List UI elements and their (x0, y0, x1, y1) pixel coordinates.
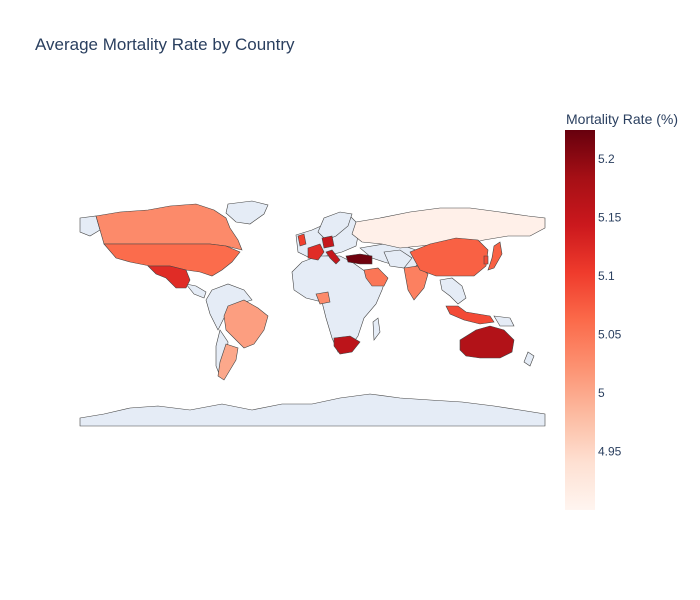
papua-new-guinea (493, 315, 515, 327)
country-italy[interactable] (325, 249, 341, 265)
country-argentina[interactable] (217, 343, 239, 381)
country-south-korea[interactable] (483, 255, 489, 265)
mongolia-central-asia (383, 249, 413, 269)
colorbar-tick-label: 4.95 (598, 445, 622, 459)
country-japan[interactable] (487, 241, 503, 271)
country-france[interactable] (307, 243, 325, 261)
chart-title: Average Mortality Rate by Country (35, 35, 295, 54)
country-germany[interactable] (321, 235, 335, 249)
madagascar (372, 317, 381, 341)
country-united-kingdom[interactable] (297, 233, 307, 247)
alaska (79, 215, 101, 237)
country-china[interactable] (409, 237, 489, 277)
country-mexico[interactable] (147, 265, 191, 289)
colorbar-tick-label: 5 (598, 386, 605, 400)
central-america (185, 283, 207, 299)
country-russia[interactable] (351, 207, 546, 249)
southeast-asia (439, 277, 467, 305)
country-canada[interactable] (95, 203, 243, 251)
colorbar-ticks: 4.95 5 5.05 5.1 5.15 5.2 (598, 152, 622, 458)
new-zealand (523, 351, 535, 367)
colorbar-tick-label: 5.15 (598, 211, 622, 225)
greenland (225, 200, 269, 225)
antarctica (79, 393, 546, 427)
country-south-africa[interactable] (333, 335, 361, 355)
country-saudi-arabia[interactable] (363, 267, 389, 287)
colorbar-tick-label: 5.05 (598, 328, 622, 342)
country-nigeria[interactable] (315, 291, 331, 305)
country-indonesia[interactable] (445, 305, 495, 325)
colorbar-tick-label: 5.2 (598, 152, 615, 166)
colorbar-tick-label: 5.1 (598, 269, 615, 283)
country-australia[interactable] (459, 325, 515, 359)
world-map (79, 200, 546, 427)
country-united-states[interactable] (103, 243, 241, 277)
colorbar-title: Mortality Rate (%) (566, 111, 678, 127)
colorbar-gradient (565, 130, 595, 510)
country-turkey[interactable] (345, 253, 373, 265)
country-brazil[interactable] (223, 299, 269, 349)
